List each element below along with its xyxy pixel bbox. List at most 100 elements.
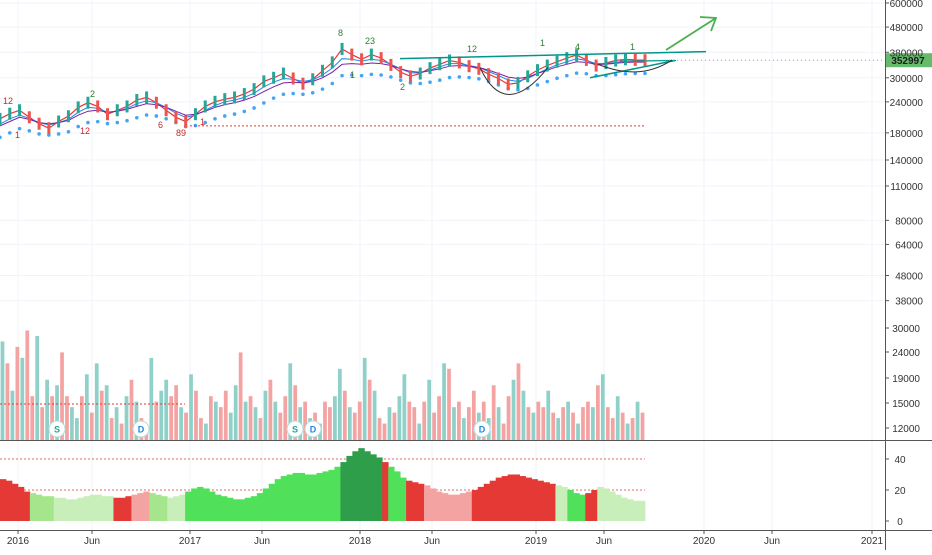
indicator-bar (352, 451, 359, 521)
count-annotation: 1 (630, 42, 635, 52)
band-dot (262, 101, 266, 105)
volume-bar (119, 423, 124, 440)
band-dot (350, 73, 354, 77)
indicator-bar (5, 480, 13, 521)
price-candle (555, 55, 559, 68)
price-candle (477, 62, 481, 75)
indicator-bar (119, 497, 126, 521)
band-dot (164, 116, 168, 121)
volume-bar (40, 407, 45, 440)
band-dot (477, 77, 481, 81)
price-candle (193, 108, 197, 121)
volume-bar (551, 412, 556, 440)
time-tick-label: 2019 (525, 536, 548, 547)
indicator-bar (555, 485, 562, 521)
volume-bar (258, 418, 263, 440)
volume-bar (377, 418, 382, 440)
indicator-tick-label: 20 (894, 486, 906, 497)
indicator-bar (603, 488, 610, 521)
price-candle (203, 100, 207, 113)
volume-bar (591, 407, 595, 440)
band-dot (545, 79, 550, 84)
volume-bar (392, 412, 397, 440)
volume-bar (531, 412, 536, 440)
time-tick-label: 2020 (693, 536, 716, 547)
price-candle (223, 93, 227, 106)
indicator-bar (167, 497, 174, 521)
volume-bar (60, 352, 64, 440)
band-dot (222, 114, 227, 118)
triangle-trendline (619, 59, 677, 62)
indicator-bar (35, 494, 43, 521)
resistance-trendline (399, 50, 707, 60)
price-candle (584, 53, 588, 66)
indicator-bar (382, 462, 389, 521)
volume-bar (263, 390, 268, 440)
indicator-bar (513, 474, 520, 521)
indicator-bar (179, 494, 186, 521)
indicator-bar (394, 471, 401, 521)
volume-bar (506, 396, 511, 440)
indicator-bar (256, 493, 264, 521)
indicator-bar (0, 479, 7, 521)
volume-bar (402, 374, 407, 440)
indicator-bar (298, 472, 305, 521)
indicator-bar (53, 497, 61, 521)
projection-arrow (665, 17, 717, 51)
band-dot (574, 71, 579, 75)
price-candle (536, 64, 539, 77)
indicator-bar (23, 491, 31, 521)
volume-bar (208, 396, 213, 440)
band-dot (125, 118, 129, 123)
indicator-bar (185, 491, 192, 521)
volume-bar (586, 401, 590, 440)
band-dot (457, 75, 462, 79)
volume-bar (556, 418, 561, 440)
volume-bar (427, 379, 432, 440)
volume-bar (55, 385, 59, 440)
indicator-bar (65, 499, 73, 521)
volume-bar (134, 401, 139, 440)
band-dot (135, 115, 139, 120)
indicator-bar (483, 483, 491, 521)
indicator-bar (215, 494, 222, 521)
volume-bar (452, 407, 456, 440)
volume-bar (541, 407, 546, 440)
count-annotation: 4 (575, 42, 580, 52)
volume-bar (228, 412, 233, 440)
count-annotation: 6 (158, 120, 163, 130)
volume-bar (288, 363, 293, 440)
band-dot (584, 71, 589, 76)
price-candle (428, 62, 432, 75)
volume-bar (45, 379, 50, 440)
price-tick-label: 80000 (895, 216, 923, 227)
price-candle (330, 56, 334, 69)
price-tick-label: 480000 (890, 23, 924, 34)
volume-bar (94, 363, 99, 440)
time-tick-label: 2018 (349, 536, 372, 547)
price-candle (291, 72, 295, 85)
volume-bar (546, 390, 551, 440)
price-candle (418, 67, 422, 80)
price-candle (379, 52, 383, 65)
indicator-bar (615, 494, 622, 521)
indicator-bar (41, 496, 49, 521)
band-dot (232, 112, 237, 116)
band-dot (66, 130, 71, 134)
band-dot (516, 88, 520, 92)
volume-bar (417, 423, 422, 440)
indicator-bar (465, 491, 473, 521)
volume-marker: D (132, 420, 150, 438)
time-tick-label: Jun (424, 536, 440, 547)
price-tick-label: 600000 (890, 0, 924, 10)
volume-bar (516, 363, 521, 440)
price-candle (350, 48, 354, 61)
indicator-bar (597, 486, 604, 521)
volume-bar (640, 412, 645, 440)
volume-bar (526, 407, 531, 440)
marker-label: D (310, 425, 317, 435)
indicator-bar (501, 476, 509, 521)
volume-bar (362, 357, 367, 440)
volume-bar (179, 407, 183, 440)
